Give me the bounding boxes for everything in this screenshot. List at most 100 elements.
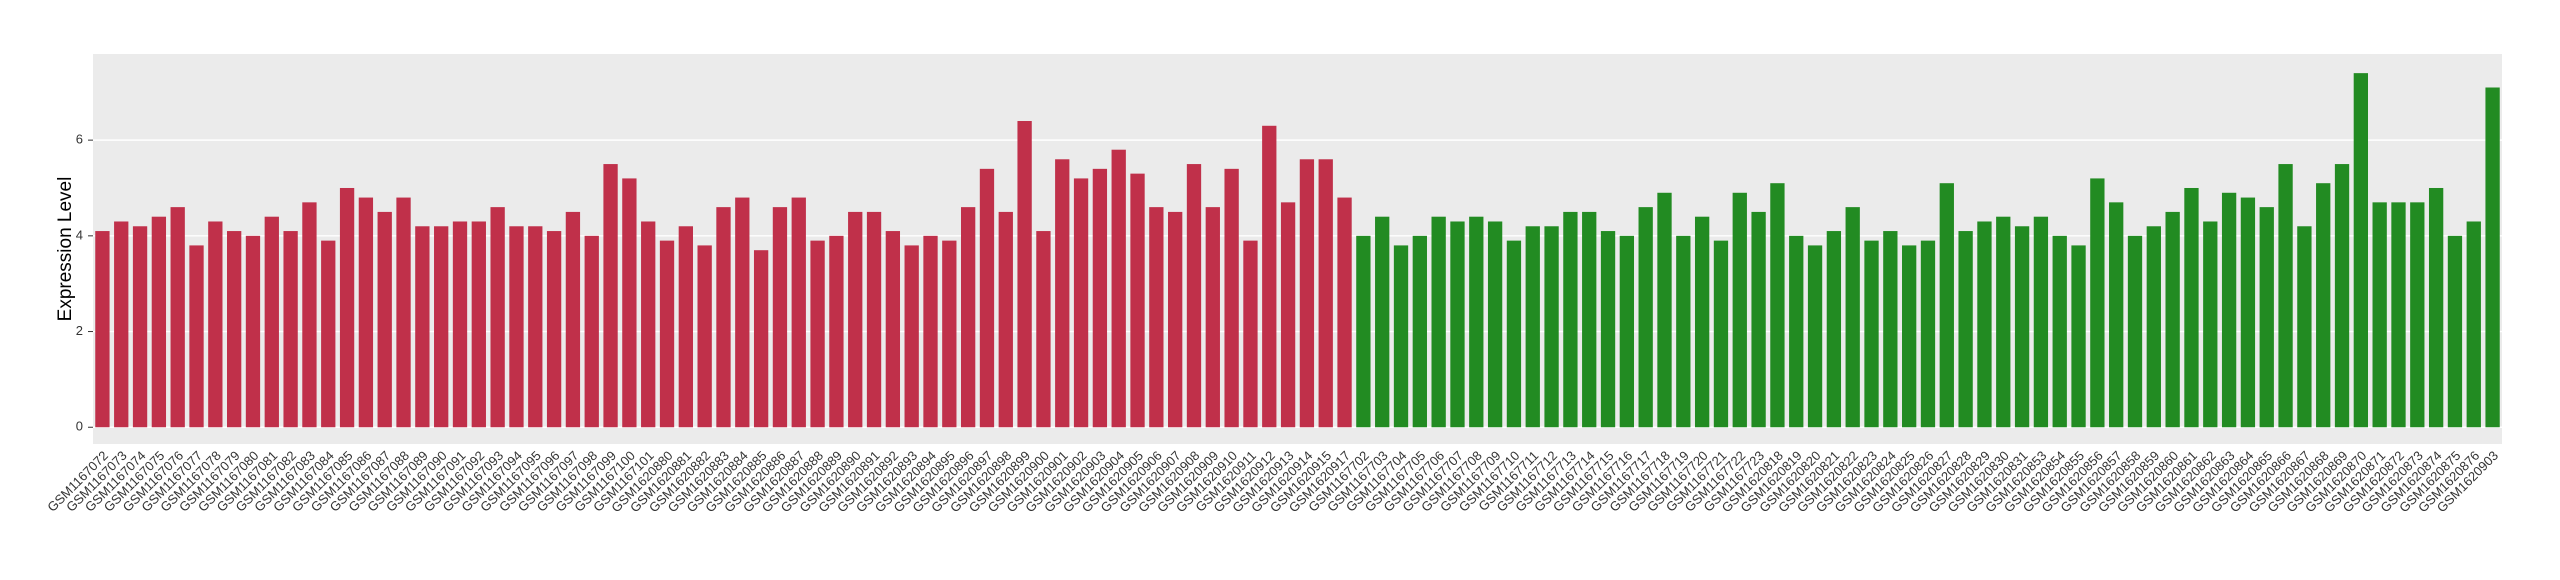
bar [810,240,825,428]
bar [2240,197,2256,428]
bar [1826,231,1842,428]
y-tick-label: 4 [76,227,83,242]
bar [1770,183,1785,428]
bar [2447,235,2463,428]
bar [1469,216,1484,428]
bar [1412,235,1427,428]
bar [1431,216,1446,428]
y-axis-title: Expression Level [55,177,76,322]
bar [565,211,581,428]
bar [227,231,242,428]
bar [2428,187,2444,428]
y-tick-label: 0 [76,419,83,434]
bar [979,168,995,428]
bar [1751,211,1766,428]
bar [132,226,148,428]
bar [1902,245,1917,428]
bar [151,216,167,428]
bar [1883,231,1898,428]
bar [1789,235,1804,428]
bar [1996,216,2011,428]
bar [1318,159,1333,428]
bar [452,221,468,428]
bar [1619,235,1635,428]
bar [1977,221,1992,428]
bar [114,221,129,428]
bar [1713,240,1729,428]
bar [1280,202,1296,428]
bar [546,231,562,428]
bar [1694,216,1710,428]
bar [170,207,185,428]
bar [904,245,919,428]
y-tick-label: 2 [76,323,83,338]
bar [1149,207,1164,428]
bar [1563,211,1578,428]
bar [848,211,863,428]
bar [434,226,449,428]
bar [2316,183,2331,428]
bar [885,231,901,428]
bar [1525,226,1540,428]
bar [1544,226,1559,428]
bar [2127,235,2143,428]
bar [716,207,731,428]
bar [2466,221,2481,428]
bar [2184,187,2199,428]
bar [396,197,411,428]
bar [1224,168,1239,428]
bar [697,245,712,428]
bar [2410,202,2425,428]
bar [1092,168,1108,428]
bar [1375,216,1390,428]
bar [208,221,223,428]
bar [1920,240,1936,428]
bar [95,231,110,428]
bar [829,235,844,428]
bar [584,235,599,428]
bar [753,250,769,428]
bar [1205,207,1220,428]
bar [2485,87,2500,428]
bar [641,221,656,428]
bar [321,240,336,428]
bar [1676,235,1691,428]
bar [2109,202,2124,428]
bar [358,197,374,428]
bar [942,240,957,428]
bar [1732,192,1747,428]
bar [1487,221,1503,428]
bar [659,240,675,428]
bar [2372,202,2387,428]
bar [1073,178,1089,428]
bar [998,211,1013,428]
bar [2391,202,2406,428]
bar [1017,120,1032,428]
bar [490,207,505,428]
bar [791,197,806,428]
bar [2203,221,2218,428]
bar [264,216,279,428]
bar [2278,164,2293,428]
bar [1638,207,1653,428]
bar [1958,231,1973,428]
bar [189,245,204,428]
bar [2334,164,2350,428]
bar [1262,125,1277,428]
bar [528,226,543,428]
bar [1807,245,1823,428]
bar [1845,207,1860,428]
bar [2071,245,2086,428]
bar [2033,216,2049,428]
bar [2297,226,2312,428]
bar [603,164,618,428]
bar [622,178,637,428]
bar [1864,240,1879,428]
bar [1130,173,1145,428]
bar [1356,235,1371,428]
bar [2090,178,2105,428]
bar [772,207,788,428]
bar [1506,240,1522,428]
bar [283,231,298,428]
bar [1243,240,1258,428]
